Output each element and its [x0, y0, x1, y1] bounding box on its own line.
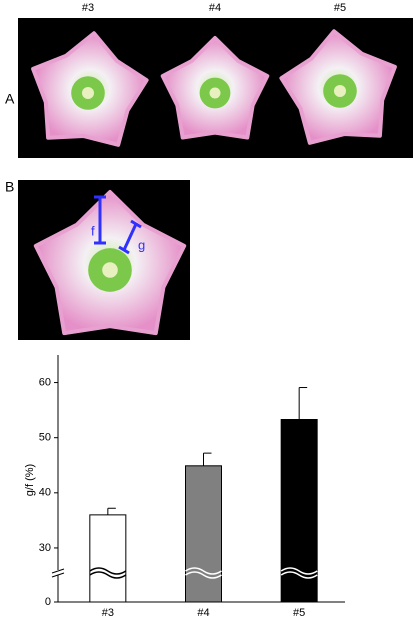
panel-label: B — [5, 179, 14, 195]
y-tick-label: 30 — [39, 542, 51, 554]
bar — [185, 465, 222, 603]
bar-break — [280, 567, 318, 575]
x-tick-label: #5 — [293, 607, 305, 619]
x-tick-label: #3 — [102, 607, 114, 619]
photo-label: #5 — [334, 2, 346, 14]
flower-stamen — [334, 85, 346, 97]
bar — [89, 514, 127, 603]
panel-label: A — [5, 91, 15, 107]
photo-label: #3 — [82, 2, 94, 14]
x-tick-label: #4 — [197, 607, 209, 619]
axis-break — [53, 570, 63, 575]
axis-break — [51, 568, 65, 574]
photo-label: #4 — [209, 2, 221, 14]
bar-break — [185, 571, 222, 579]
flower-images — [31, 29, 397, 336]
bar-break — [89, 567, 127, 575]
bar-break — [89, 571, 127, 579]
bar-break — [185, 567, 222, 575]
axis-break — [51, 572, 65, 578]
flower-stamen — [102, 262, 118, 278]
y-axis-label: g/f (%) — [24, 464, 36, 496]
y-tick-label: 50 — [39, 432, 51, 444]
y-tick-label: 40 — [39, 487, 51, 499]
annotation: f — [91, 223, 95, 238]
flower-stamen — [209, 87, 221, 99]
chart: 0 30 40 50 60 #3 #4 #5 — [39, 355, 345, 619]
y-tick-label: 60 — [39, 376, 51, 388]
flower-stamen — [82, 87, 94, 99]
annotation: g — [138, 237, 145, 252]
y-tick-label: 0 — [45, 596, 51, 608]
bar-break — [280, 571, 318, 579]
measure-marks — [94, 195, 142, 255]
